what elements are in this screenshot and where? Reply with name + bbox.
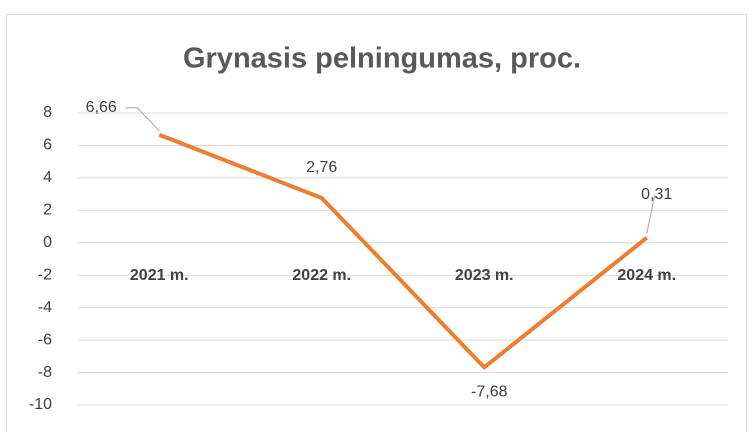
data-line bbox=[158, 132, 648, 370]
y-tick-label: -8 bbox=[38, 364, 52, 381]
y-tick-label: 0 bbox=[43, 234, 52, 251]
y-tick-label: 6 bbox=[43, 137, 52, 154]
y-tick-label: -6 bbox=[38, 331, 52, 348]
data-label: 2,76 bbox=[306, 159, 337, 176]
y-tick-label: -2 bbox=[38, 266, 52, 283]
leader-line bbox=[125, 107, 160, 132]
chart-frame bbox=[6, 14, 747, 432]
y-tick-label: 8 bbox=[43, 104, 52, 121]
y-tick-label: -10 bbox=[29, 396, 52, 413]
x-tick-label: 2023 m. bbox=[455, 267, 514, 284]
x-tick-label: 2024 m. bbox=[617, 267, 676, 284]
data-label: 0,31 bbox=[641, 186, 672, 203]
data-label: -7,68 bbox=[471, 384, 508, 401]
x-tick-label: 2022 m. bbox=[292, 267, 351, 284]
chart-title: Grynasis pelningumas, proc. bbox=[183, 43, 581, 75]
y-tick-label: -4 bbox=[38, 299, 52, 316]
x-tick-label: 2021 m. bbox=[130, 267, 189, 284]
data-label: 6,66 bbox=[86, 99, 117, 116]
y-tick-label: 2 bbox=[43, 202, 52, 219]
leader-line bbox=[646, 194, 656, 234]
y-tick-label: 4 bbox=[43, 169, 52, 186]
